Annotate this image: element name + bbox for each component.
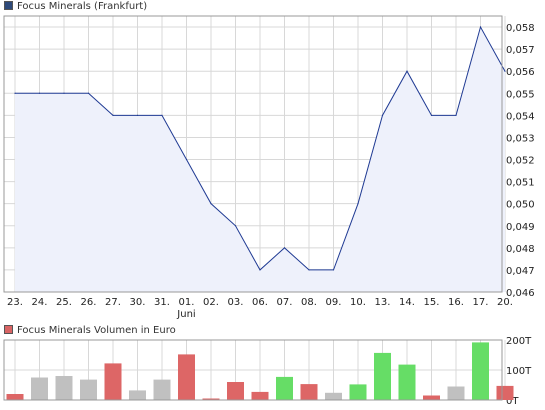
volume-y-tick-label: 0T [506, 396, 519, 407]
volume-bar [178, 354, 195, 400]
price-point [283, 247, 286, 249]
x-tick-label: 02. [203, 297, 219, 308]
y-tick-label: 0,046 [506, 288, 535, 299]
y-tick-label: 0,051 [506, 178, 535, 189]
y-tick-label: 0,053 [506, 133, 535, 144]
x-tick-label: 26. [81, 297, 97, 308]
x-tick-label: 14. [399, 297, 415, 308]
x-month-label: Juni [176, 309, 195, 320]
x-tick-label: 20. [497, 297, 513, 308]
y-tick-label: 0,057 [506, 45, 535, 56]
volume-bar [129, 390, 146, 400]
price-point [332, 269, 335, 271]
x-tick-label: 13. [375, 297, 391, 308]
price-point [38, 92, 41, 94]
volume-bar [447, 386, 465, 400]
volume-y-tick-label: 200T [506, 336, 532, 347]
volume-bar [374, 352, 391, 400]
x-tick-label: 16. [448, 297, 464, 308]
price-legend: Focus Minerals (Frankfurt) [4, 0, 147, 14]
volume-bar [398, 364, 416, 400]
y-tick-label: 0,049 [506, 222, 535, 233]
price-point [14, 92, 16, 94]
x-tick-label: 31. [154, 297, 170, 308]
volume-bar [251, 391, 269, 400]
volume-bar [104, 363, 122, 400]
price-point [259, 269, 261, 271]
price-point [406, 70, 408, 72]
volume-legend-swatch [4, 325, 13, 334]
volume-legend: Focus Minerals Volumen in Euro [4, 324, 176, 338]
y-tick-label: 0,055 [506, 89, 535, 100]
price-point [136, 114, 139, 116]
x-tick-label: 24. [32, 297, 48, 308]
volume-bar [55, 376, 73, 400]
volume-legend-label: Focus Minerals Volumen in Euro [17, 325, 176, 336]
price-point [87, 92, 90, 94]
x-tick-label: 03. [228, 297, 244, 308]
price-point [63, 92, 65, 94]
x-tick-label: 15. [424, 297, 440, 308]
volume-bar [349, 384, 367, 400]
price-point [455, 114, 457, 116]
volume-bar [31, 377, 48, 400]
volume-bar [276, 376, 293, 400]
price-point [430, 114, 433, 116]
volume-bar [325, 392, 342, 400]
x-tick-label: 09. [326, 297, 342, 308]
x-tick-label: 30. [130, 297, 146, 308]
volume-bar [423, 395, 440, 400]
volume-bar [6, 394, 24, 400]
volume-bar [202, 398, 220, 400]
price-point [210, 203, 212, 205]
volume-bar [153, 379, 171, 400]
y-tick-label: 0,048 [506, 244, 535, 255]
x-tick-label: 25. [56, 297, 72, 308]
price-point [112, 114, 114, 116]
volume-bar [496, 385, 514, 400]
x-tick-label: 08. [301, 297, 317, 308]
y-tick-label: 0,047 [506, 266, 535, 277]
x-tick-label: 01. [179, 297, 195, 308]
price-plot-border [3, 15, 503, 293]
y-tick-label: 0,058 [506, 23, 535, 34]
volume-bar [80, 379, 97, 400]
price-point [357, 203, 359, 205]
price-point [308, 269, 310, 271]
volume-y-tick-label: 100T [506, 366, 532, 377]
volume-bar [300, 384, 318, 400]
price-legend-swatch [4, 1, 13, 10]
volume-panel: 200T 100T 0T [3, 336, 532, 407]
price-panel: 0,046 0,047 0,048 0,049 0,050 0,051 0,052 0,053… [3, 15, 535, 320]
x-tick-label: 17. [473, 297, 489, 308]
x-tick-label: 27. [105, 297, 121, 308]
x-tick-label: 06. [252, 297, 268, 308]
y-tick-label: 0,052 [506, 156, 535, 167]
price-point [185, 158, 188, 161]
price-point [161, 114, 163, 116]
price-point [479, 26, 482, 28]
x-tick-label: 07. [277, 297, 293, 308]
y-tick-label: 0,054 [506, 111, 535, 122]
x-tick-label: 10. [350, 297, 366, 308]
y-tick-label: 0,050 [506, 200, 535, 211]
price-point [234, 225, 237, 227]
price-area-fill [15, 27, 505, 292]
price-legend-label: Focus Minerals (Frankfurt) [17, 1, 148, 12]
volume-plot-border [3, 339, 503, 401]
price-point [381, 114, 384, 116]
volume-bar [227, 382, 244, 400]
y-tick-label: 0,056 [506, 67, 535, 78]
volume-bar [472, 342, 489, 400]
price-point [504, 70, 506, 72]
x-tick-label: 23. [7, 297, 23, 308]
